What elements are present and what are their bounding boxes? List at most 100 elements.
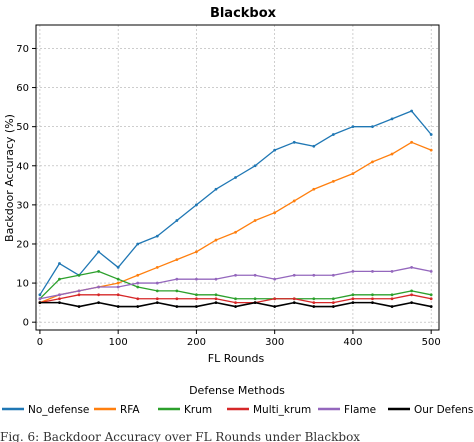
series-3-point [116, 293, 120, 297]
y-tick-label: 70 [16, 44, 29, 55]
series-2-point [214, 293, 218, 297]
series-0-point [214, 187, 218, 191]
legend-title: Defense Methods [189, 384, 285, 397]
plot-series [38, 109, 433, 308]
series-2-point [195, 293, 198, 297]
series-1-point [273, 211, 277, 215]
series-3-point [351, 297, 355, 301]
series-0-point [351, 125, 355, 129]
figure-caption: Fig. 6: Backdoor Accuracy over FL Rounds… [0, 432, 361, 442]
series-1-point [175, 258, 179, 262]
series-5-point [410, 301, 414, 305]
series-4-point [312, 273, 316, 277]
series-3-point [312, 301, 316, 305]
series-2-point [116, 277, 120, 281]
series-1-point [116, 281, 120, 285]
series-0-point [429, 133, 433, 136]
series-3-point [331, 301, 335, 305]
series-5-point [58, 301, 61, 305]
series-5-point [273, 305, 277, 308]
series-2-point [77, 273, 81, 277]
series-3-point [429, 297, 433, 301]
series-0-point [58, 262, 61, 265]
series-0-point [292, 140, 296, 144]
series-0-point [331, 133, 335, 136]
series-2-point [234, 297, 237, 301]
series-4-point [155, 281, 159, 285]
series-1-point [136, 273, 140, 277]
series-5-point [371, 301, 374, 305]
series-1-point [371, 160, 374, 164]
series-3-point [97, 293, 101, 297]
series-5-point [351, 301, 355, 305]
legend-label: Krum [184, 404, 212, 416]
series-4-point [214, 277, 218, 281]
series-1-point [214, 238, 218, 242]
y-tick-label: 40 [16, 161, 29, 172]
series-0-point [38, 293, 42, 297]
series-4-point [97, 285, 101, 289]
series-4-point [58, 293, 61, 297]
series-5-point [97, 301, 101, 305]
x-tick-label: 400 [343, 337, 362, 348]
series-3-point [273, 297, 277, 301]
series-3-point [234, 301, 237, 305]
legend: No_defense RFA Krum Multi_krum Flame Our Defe… [2, 404, 474, 416]
series-0-point [234, 176, 237, 179]
series-4-point [116, 285, 120, 289]
series-0-point [312, 144, 316, 148]
grid [36, 25, 439, 330]
series-1-point [234, 230, 237, 234]
series-0-point [136, 242, 140, 246]
legend-label: Our Defense [414, 404, 474, 416]
series-3-point [58, 297, 61, 301]
series-2-point [312, 297, 316, 301]
series-1-point [429, 148, 433, 152]
series-2-point [331, 297, 335, 301]
series-4-point [390, 269, 394, 273]
axis-ticks: 0 100 200 300 400 500 0 10 20 30 40 50 60 70 [16, 44, 440, 348]
series-2-point [175, 289, 179, 293]
series-5-point [136, 305, 140, 308]
series-line-0 [39, 110, 432, 296]
series-5-point [77, 305, 81, 308]
series-5-point [116, 305, 120, 308]
series-2-point [371, 293, 374, 297]
series-5-point [195, 305, 198, 308]
series-0-point [195, 203, 198, 207]
series-0-point [116, 266, 120, 269]
series-4-point [410, 266, 414, 269]
series-3-point [155, 297, 159, 301]
series-3-point [390, 297, 394, 301]
y-axis-label: Backdoor Accuracy (%) [3, 114, 16, 242]
series-2-point [253, 297, 257, 301]
series-0-point [253, 164, 257, 168]
series-0-point [410, 109, 414, 113]
series-2-point [136, 285, 140, 289]
series-5-point [312, 305, 316, 308]
series-5-point [234, 305, 237, 308]
series-3-point [214, 297, 218, 301]
x-tick-label: 0 [37, 337, 43, 348]
series-4-point [234, 273, 237, 277]
series-3-point [195, 297, 198, 301]
series-5-point [155, 301, 159, 305]
x-tick-label: 300 [265, 337, 284, 348]
series-line-1 [39, 141, 432, 304]
series-3-point [292, 297, 296, 301]
chart-title: Blackbox [210, 6, 277, 21]
series-4-point [175, 277, 179, 281]
series-1-point [351, 172, 355, 175]
series-5-point [253, 301, 257, 305]
series-0-point [390, 117, 394, 121]
series-0-point [273, 148, 277, 152]
x-axis-label: FL Rounds [208, 352, 265, 365]
series-3-point [77, 293, 81, 297]
series-5-point [390, 305, 394, 308]
series-3-point [136, 297, 140, 301]
series-4-point [331, 273, 335, 277]
series-4-point [195, 277, 198, 281]
series-3-point [175, 297, 179, 301]
series-2-point [390, 293, 394, 297]
series-4-point [38, 297, 42, 301]
